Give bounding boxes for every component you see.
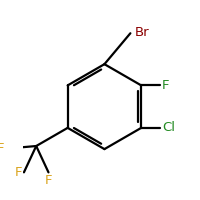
Text: Br: Br — [135, 26, 149, 39]
Text: F: F — [45, 174, 52, 187]
Text: Cl: Cl — [162, 121, 175, 134]
Text: F: F — [15, 166, 22, 179]
Text: F: F — [162, 79, 169, 92]
Text: F: F — [0, 142, 5, 155]
